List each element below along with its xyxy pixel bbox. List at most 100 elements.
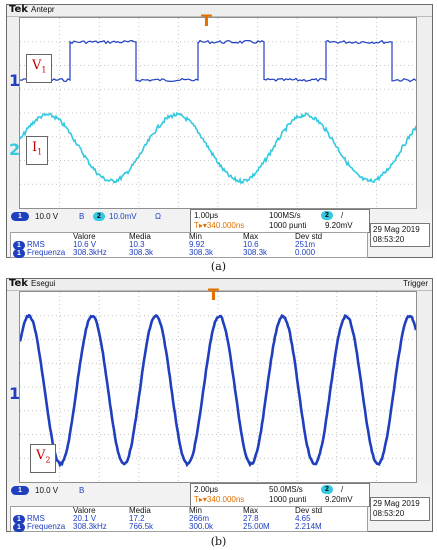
trigger-source-badge[interactable]: 2 xyxy=(321,211,333,220)
trigger-position-marker: T xyxy=(201,11,212,30)
ch2-sine-wave xyxy=(20,111,416,185)
ch2-scale: 10.0mV xyxy=(109,212,137,221)
ch2-coupling-icon: Ω xyxy=(155,212,161,221)
table-cell: 308.3k xyxy=(189,248,214,257)
table-cell: 766.5k xyxy=(129,522,154,531)
sample-rate: 100MS/s xyxy=(269,211,301,220)
record-points: 1000 punti xyxy=(269,495,307,504)
row-measure-name: Frequenza xyxy=(27,522,66,531)
trigger-position: T▸▾340.000ns xyxy=(194,221,245,230)
row-measure-name: RMS xyxy=(27,240,45,249)
time-per-div: 2.00μs xyxy=(194,485,219,494)
oscilloscope-panel-a: Tek Antepr V1 I1 1 2 T 1 10.0 V B 2 10.0… xyxy=(6,4,433,258)
table-cell: 10.3 xyxy=(129,240,145,249)
waveform-svg-b xyxy=(20,292,416,482)
row-ch-badge: 1 xyxy=(13,241,25,250)
table-cell: 308.3k xyxy=(243,248,268,257)
ch1-badge[interactable]: 1 xyxy=(11,486,29,495)
sample-rate: 50.0MS/s xyxy=(269,485,303,494)
top-bar-b: Tek Esegui Trigger xyxy=(7,278,432,291)
table-cell: 308.3k xyxy=(129,248,154,257)
table-cell: 266m xyxy=(189,514,210,523)
timebase-box-a: 1.00μs 100MS/s 2 / T▸▾340.000ns 1000 pun… xyxy=(190,209,370,233)
row-measure-name: RMS xyxy=(27,514,45,523)
ch1-scale: 10.0 V xyxy=(35,212,59,221)
row-ch-badge: 1 xyxy=(13,523,25,532)
label-v1: V1 xyxy=(26,54,53,83)
row-ch-badge: 1 xyxy=(13,515,25,524)
trigger-status: Trigger xyxy=(402,279,428,288)
trigger-level: 9.20mV xyxy=(325,495,353,504)
graticule xyxy=(20,292,416,482)
top-bar-a: Tek Antepr xyxy=(7,4,432,17)
date-box-a: 29 Mag 2019 08:53:20 xyxy=(370,223,430,247)
bw-limit-icon: B xyxy=(79,212,85,221)
acquisition-mode: Esegui xyxy=(31,279,56,288)
ch2-badge[interactable]: 2 xyxy=(93,212,105,221)
caption-a: (a) xyxy=(210,260,227,273)
waveform-svg-a xyxy=(20,18,416,208)
table-cell: 20.1 V xyxy=(73,514,97,523)
record-points: 1000 punti xyxy=(269,221,307,230)
table-cell: 251m xyxy=(295,240,316,249)
table-cell: 10.6 xyxy=(243,240,259,249)
table-cell: 2.214M xyxy=(295,522,322,531)
ch1-ground-marker: 1 xyxy=(9,384,21,403)
header-devstd: Dev std xyxy=(295,506,323,515)
info-area-b: 1 10.0 V B 2.00μs 50.0MS/s 2 / T▸▾340.00… xyxy=(7,483,432,532)
ch1-badge[interactable]: 1 xyxy=(11,212,29,221)
ch2-ground-marker: 2 xyxy=(9,140,21,159)
waveform-screen-b: V2 xyxy=(19,291,417,483)
date-box-b: 29 Mag 2019 08:53:20 xyxy=(370,497,430,521)
label-i1: I1 xyxy=(26,136,49,165)
date: 29 Mag 2019 xyxy=(373,499,420,508)
time: 08:53:20 xyxy=(373,235,405,244)
graticule xyxy=(20,18,416,208)
trigger-slope-icon: / xyxy=(341,485,344,494)
trigger-position: T▸▾340.000ns xyxy=(194,495,245,504)
date: 29 Mag 2019 xyxy=(373,225,420,234)
time-per-div: 1.00μs xyxy=(194,211,219,220)
table-cell: 17.2 xyxy=(129,514,145,523)
trigger-level: 9.20mV xyxy=(325,221,353,230)
caption-b: (b) xyxy=(210,535,227,548)
oscilloscope-panel-b: Tek Esegui Trigger V2 1 T 1 10.0 V B 2.0… xyxy=(6,278,433,532)
table-cell: 25.00M xyxy=(243,522,270,531)
info-area-a: 1 10.0 V B 2 10.0mV Ω 1.00μs 100MS/s 2 /… xyxy=(7,209,432,258)
table-cell: 4.65 xyxy=(295,514,311,523)
table-cell: 27.8 xyxy=(243,514,259,523)
bw-limit-icon: B xyxy=(79,486,85,495)
table-cell: 300.0k xyxy=(189,522,214,531)
header-max: Max xyxy=(243,232,259,241)
header-valore: Valore xyxy=(73,506,96,515)
header-min: Min xyxy=(189,232,202,241)
table-cell: 9.92 xyxy=(189,240,205,249)
header-media: Media xyxy=(129,232,151,241)
header-media: Media xyxy=(129,506,151,515)
header-valore: Valore xyxy=(73,232,96,241)
table-cell: 308.3kHz xyxy=(73,522,107,531)
waveform-screen-a: V1 I1 xyxy=(19,17,417,209)
trigger-source-badge[interactable]: 2 xyxy=(321,485,333,494)
timebase-box-b: 2.00μs 50.0MS/s 2 / T▸▾340.000ns 1000 pu… xyxy=(190,483,370,507)
measurement-table-b: Valore Media Min Max Dev std 1 RMS 20.1 … xyxy=(10,506,368,532)
header-max: Max xyxy=(243,506,259,515)
label-v2: V2 xyxy=(30,444,57,473)
table-cell: 308.3kHz xyxy=(73,248,107,257)
trigger-position-marker: T xyxy=(208,285,219,304)
acquisition-mode: Antepr xyxy=(31,5,55,14)
ch1-sine-wave xyxy=(20,313,416,468)
ch1-scale: 10.0 V xyxy=(35,486,59,495)
trigger-slope-icon: / xyxy=(341,211,344,220)
brand-logo: Tek xyxy=(9,4,28,15)
measurement-table-a: Valore Media Min Max Dev std 1 RMS 10.6 … xyxy=(10,232,368,258)
ch1-ground-marker: 1 xyxy=(9,71,21,90)
header-devstd: Dev std xyxy=(295,232,323,241)
header-min: Min xyxy=(189,506,202,515)
table-cell: 0.000 xyxy=(295,248,316,257)
ch1-square-wave xyxy=(20,39,416,83)
table-cell: 10.6 V xyxy=(73,240,97,249)
row-measure-name: Frequenza xyxy=(27,248,66,257)
brand-logo: Tek xyxy=(9,278,28,289)
row-ch-badge: 1 xyxy=(13,249,25,258)
